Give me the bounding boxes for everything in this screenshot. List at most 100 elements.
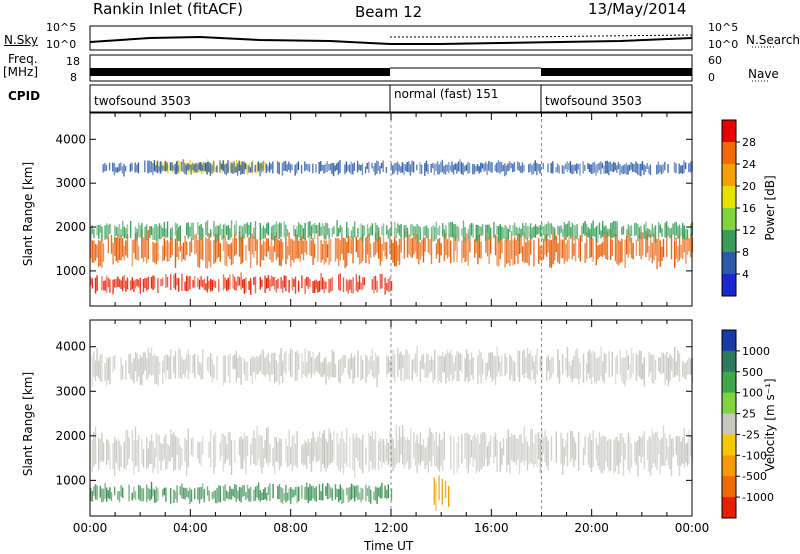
data-streak [166, 221, 169, 238]
data-streak [251, 233, 253, 255]
data-streak [227, 492, 229, 500]
data-streak [187, 222, 189, 239]
data-streak [248, 280, 250, 290]
data-streak [392, 438, 394, 472]
data-streak [627, 224, 629, 235]
data-streak [442, 351, 444, 373]
data-streak [320, 226, 322, 236]
data-streak [378, 231, 380, 259]
data-streak [664, 355, 666, 386]
data-streak [182, 359, 185, 375]
data-streak [275, 437, 277, 462]
data-streak [238, 437, 241, 456]
data-streak [408, 234, 410, 255]
data-streak [448, 486, 450, 507]
data-streak [578, 238, 580, 258]
data-streak [659, 224, 661, 233]
data-streak [603, 226, 605, 235]
data-streak [490, 237, 492, 254]
data-streak [352, 226, 354, 239]
data-streak [448, 222, 450, 237]
data-streak [176, 485, 178, 503]
data-streak [436, 161, 439, 175]
data-streak [176, 230, 178, 257]
data-streak [186, 354, 188, 371]
data-streak [299, 224, 301, 240]
data-streak [552, 233, 554, 265]
data-streak [130, 220, 132, 238]
data-streak [330, 361, 332, 377]
data-streak [424, 163, 426, 176]
data-streak [683, 225, 685, 240]
data-streak [258, 482, 260, 500]
data-streak [565, 358, 567, 371]
data-streak [672, 223, 674, 235]
data-streak [622, 357, 625, 385]
data-streak [435, 221, 437, 240]
data-streak [635, 441, 637, 465]
data-streak [314, 280, 316, 293]
data-streak [101, 488, 103, 503]
cpid-label: CPID [8, 89, 41, 103]
data-streak [612, 161, 615, 173]
data-streak [605, 236, 607, 259]
data-streak [374, 275, 377, 290]
data-streak [195, 233, 197, 254]
data-streak [94, 244, 97, 261]
data-streak [133, 486, 135, 499]
data-streak [518, 162, 520, 172]
data-streak [386, 225, 388, 235]
data-streak [147, 348, 149, 378]
power-panel [90, 159, 693, 295]
data-streak [643, 431, 645, 469]
data-streak [434, 350, 436, 380]
data-streak [186, 275, 188, 292]
data-streak [179, 237, 181, 252]
data-streak [286, 164, 288, 172]
data-streak [272, 161, 274, 174]
data-streak [689, 161, 692, 173]
data-streak [121, 166, 124, 174]
data-streak [435, 243, 437, 259]
data-streak [662, 239, 665, 258]
data-streak [584, 243, 586, 264]
data-streak [150, 226, 153, 236]
data-streak [619, 164, 621, 176]
data-streak [198, 361, 201, 376]
data-streak [401, 162, 404, 173]
data-streak [213, 220, 215, 237]
data-streak [328, 484, 330, 499]
data-streak [190, 489, 193, 502]
data-streak [467, 353, 469, 383]
data-streak [638, 350, 641, 378]
cpid-mode-1: twofsound 3503 [94, 94, 191, 108]
data-streak [288, 488, 290, 501]
data-streak [154, 276, 156, 289]
data-streak [278, 222, 281, 239]
data-streak [685, 228, 687, 240]
data-streak [621, 226, 623, 235]
data-streak [238, 160, 240, 171]
data-streak [109, 223, 111, 234]
data-streak [227, 244, 229, 257]
data-streak [200, 162, 202, 171]
data-streak [370, 436, 372, 461]
data-streak [362, 434, 364, 474]
date-title: 13/May/2014 [588, 0, 687, 18]
data-streak [179, 162, 182, 171]
data-streak [403, 436, 405, 469]
data-streak [659, 357, 661, 374]
data-streak [235, 160, 238, 173]
data-streak [169, 162, 172, 171]
data-streak [430, 432, 433, 467]
data-streak [152, 488, 154, 497]
data-streak [528, 353, 530, 380]
data-streak [184, 162, 186, 175]
data-streak [353, 162, 356, 171]
data-streak [360, 237, 362, 264]
data-streak [539, 164, 541, 174]
data-streak [197, 487, 199, 500]
data-streak [379, 165, 381, 174]
data-streak [309, 221, 311, 237]
data-streak [208, 442, 210, 459]
